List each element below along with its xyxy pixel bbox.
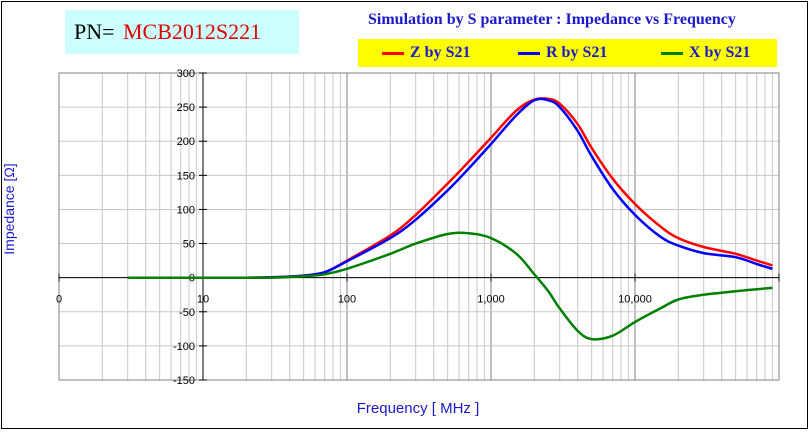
legend-line-x <box>661 52 683 55</box>
chart-legend: Z by S21 R by S21 X by S21 <box>358 39 777 67</box>
chart-title: Simulation by S parameter : Impedance vs… <box>368 11 736 28</box>
x-tick-label: 10 <box>197 294 209 306</box>
legend-label-x: X by S21 <box>689 44 751 61</box>
x-axis-label: Frequency [ MHz ] <box>356 400 480 417</box>
y-tick-label: -150 <box>173 375 195 387</box>
x-tick-label: 10,000 <box>618 294 652 306</box>
legend-line-r <box>518 52 540 55</box>
x-tick-label: 100 <box>338 294 356 306</box>
x-tick-label: 1,000 <box>477 294 505 306</box>
y-tick-label: -50 <box>179 307 195 319</box>
y-tick-label: 300 <box>177 68 195 80</box>
legend-line-z <box>382 52 404 55</box>
plot-border <box>58 72 780 381</box>
plot-grid <box>58 72 780 381</box>
y-tick-label: 250 <box>177 102 195 114</box>
plot-axes <box>58 72 780 381</box>
y-tick-label: -100 <box>173 341 195 353</box>
y-tick-label: 100 <box>177 204 195 216</box>
legend-label-r: R by S21 <box>546 44 608 61</box>
series-line-r <box>127 97 773 279</box>
y-tick-label: 50 <box>183 239 195 251</box>
y-tick-label: 200 <box>177 136 195 148</box>
y-axis-label: Impedance [Ω] <box>1 163 17 255</box>
y-tick-label: 150 <box>177 170 195 182</box>
legend-label-z: Z by S21 <box>410 44 471 61</box>
series-line-x <box>127 231 773 341</box>
part-number-prefix: PN= <box>74 19 115 44</box>
x-tick-label: 0 <box>56 294 62 306</box>
part-number-value: MCB2012S221 <box>123 19 262 44</box>
plot-series <box>127 97 773 341</box>
part-number-box: PN= MCB2012S221 <box>65 10 299 54</box>
